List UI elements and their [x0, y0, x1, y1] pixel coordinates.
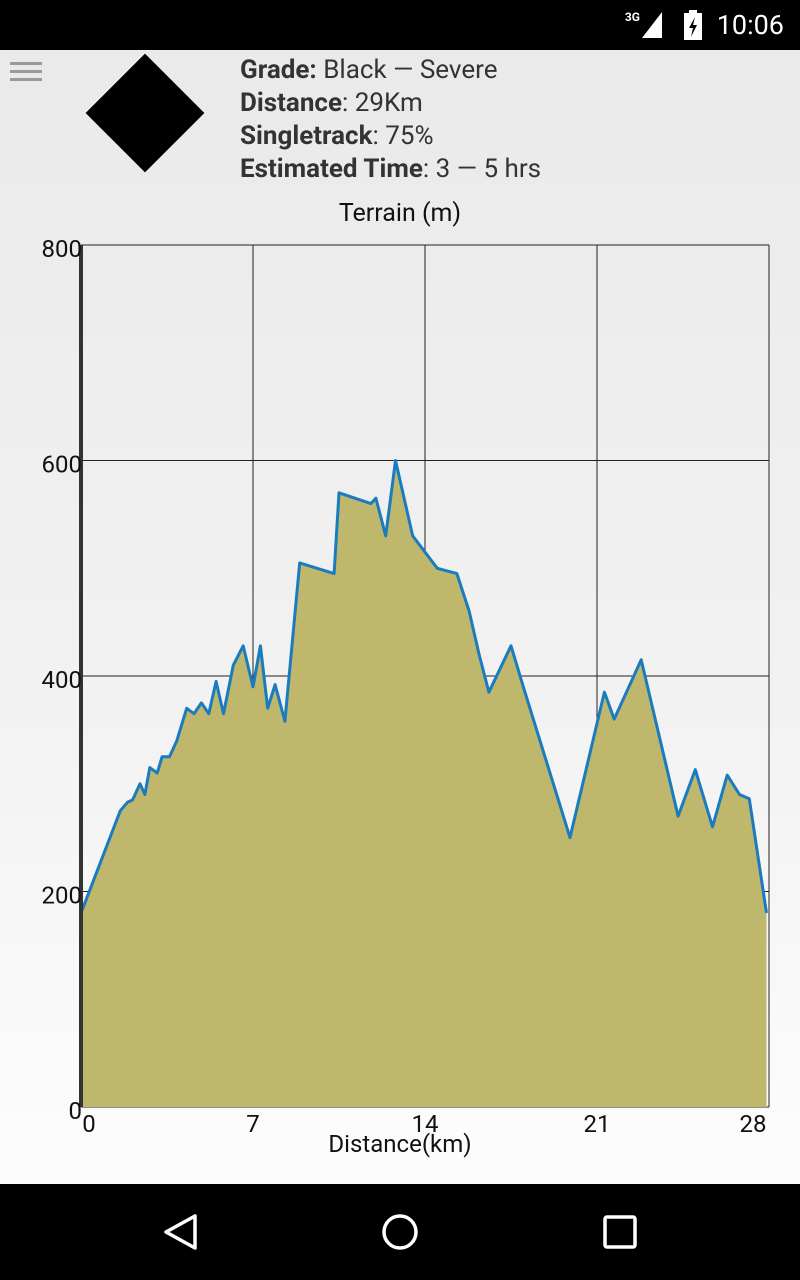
y-tick-label: 800 — [42, 235, 82, 263]
back-icon — [164, 1214, 197, 1250]
x-tick-label: 21 — [584, 1110, 611, 1138]
singletrack-row: Singletrack: 75% — [240, 120, 541, 153]
elevation-line — [79, 459, 768, 914]
x-tick-label: 0 — [82, 1110, 96, 1138]
home-icon — [382, 1214, 418, 1250]
time-value: : 3 — 5 hrs — [422, 154, 542, 184]
terrain-chart: 0 200 400 600 800 0 7 14 21 28 Distance(km) — [42, 235, 770, 1158]
x-tick-label: 7 — [246, 1110, 260, 1138]
y-tick-label: 400 — [42, 666, 82, 694]
y-tick-label: 0 — [69, 1097, 83, 1125]
navigation-bar — [0, 1184, 800, 1280]
recents-icon — [603, 1215, 637, 1249]
time-label: Estimated Time — [240, 154, 423, 184]
battery-icon — [684, 10, 702, 44]
time-row: Estimated Time: 3 — 5 hrs — [240, 153, 541, 186]
grade-row: Grade: Black — Severe — [240, 54, 541, 87]
tick-labels: 0 200 400 600 800 0 7 14 21 28 — [42, 235, 767, 1138]
x-tick-label: 14 — [412, 1110, 439, 1138]
menu-icon[interactable] — [10, 62, 42, 84]
grade-label: Grade: — [240, 55, 317, 85]
recents-button[interactable] — [603, 1215, 637, 1249]
network-type: 3G — [624, 10, 640, 24]
x-axis-label: Distance(km) — [328, 1130, 471, 1158]
y-tick-label: 600 — [42, 451, 82, 479]
back-button[interactable] — [164, 1214, 197, 1250]
clock: 10:06 — [716, 9, 784, 41]
singletrack-value: : 75% — [372, 121, 434, 151]
y-tick-label: 200 — [42, 882, 82, 910]
status-bar: 3G 10:06 — [0, 0, 800, 50]
grade-value: Black — Severe — [316, 55, 498, 85]
distance-label: Distance — [240, 88, 343, 118]
distance-row: Distance: 29Km — [240, 87, 541, 120]
elevation-area — [81, 460, 767, 1107]
chart-title: Terrain (m) — [338, 199, 462, 228]
signal-icon — [642, 12, 662, 42]
singletrack-label: Singletrack — [240, 121, 373, 151]
x-tick-label: 28 — [740, 1110, 767, 1138]
home-button[interactable] — [382, 1214, 418, 1250]
distance-value: : 29Km — [342, 88, 423, 118]
trail-info: Grade: Black — Severe Distance: 29Km Sin… — [240, 54, 541, 186]
